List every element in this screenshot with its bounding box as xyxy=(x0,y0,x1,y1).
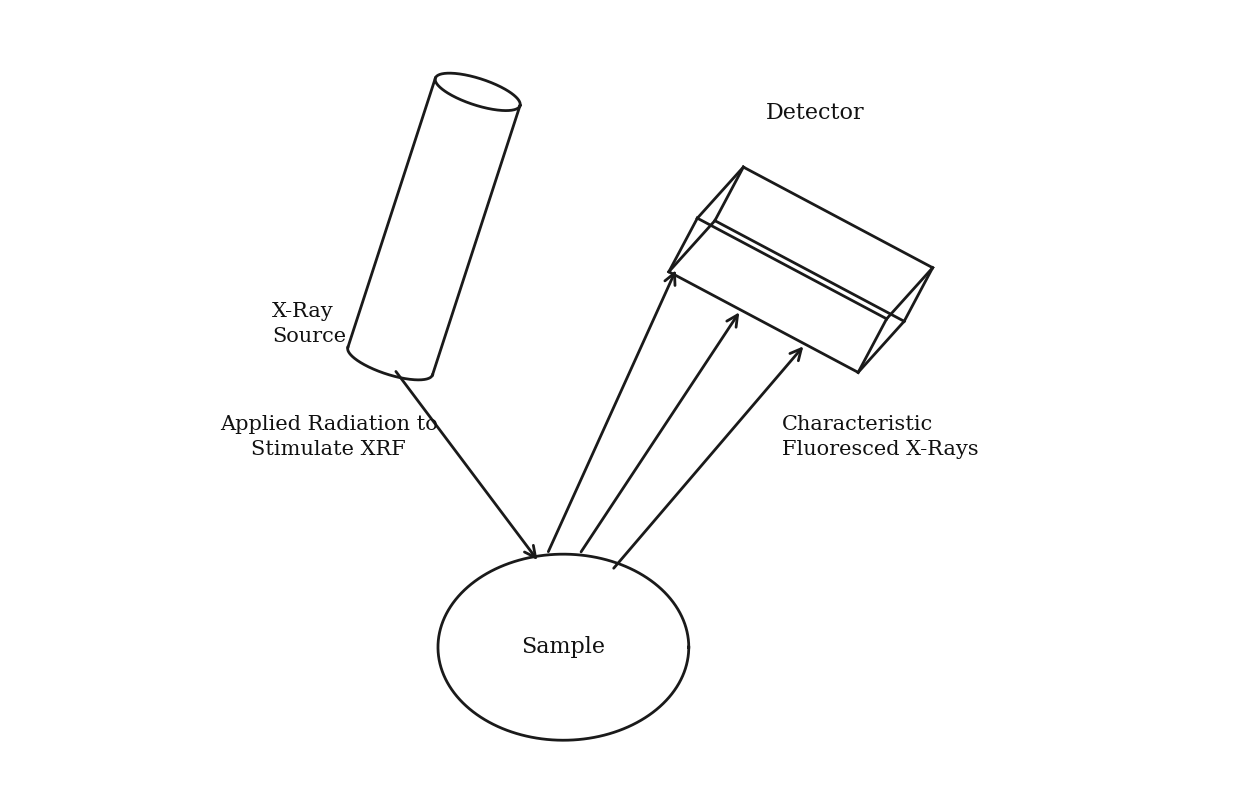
Text: Detector: Detector xyxy=(765,102,864,125)
Text: X-Ray
Source: X-Ray Source xyxy=(272,302,346,345)
Text: Characteristic
Fluoresced X-Rays: Characteristic Fluoresced X-Rays xyxy=(781,415,978,459)
Text: Sample: Sample xyxy=(521,636,605,659)
Text: Applied Radiation to
Stimulate XRF: Applied Radiation to Stimulate XRF xyxy=(219,415,438,459)
